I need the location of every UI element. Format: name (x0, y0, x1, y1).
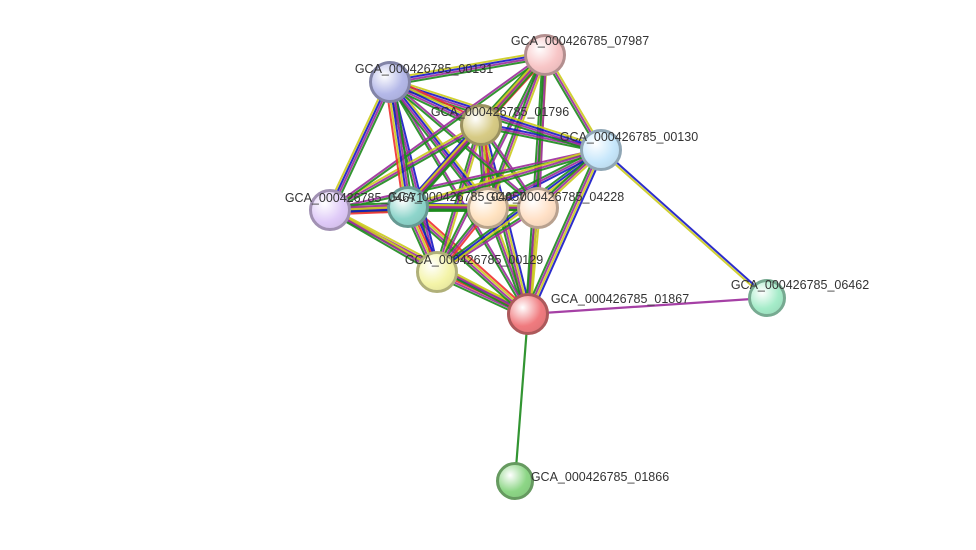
node-n_01867[interactable] (507, 293, 549, 335)
node-n_07987[interactable] (524, 34, 566, 76)
node-n_04057[interactable] (467, 187, 509, 229)
node-n_00131[interactable] (369, 61, 411, 103)
edges-layer (0, 0, 976, 550)
network-graph: GCA_000426785_01867GCA_000426785_00129GC… (0, 0, 976, 550)
node-n_04671[interactable] (309, 189, 351, 231)
edge (600, 151, 766, 299)
node-n_00130[interactable] (580, 129, 622, 171)
edge (515, 314, 528, 481)
node-n_00129[interactable] (416, 251, 458, 293)
node-n_046xx[interactable] (387, 186, 429, 228)
node-n_01866[interactable] (496, 462, 534, 500)
edge (528, 298, 767, 314)
node-n_01796[interactable] (460, 104, 502, 146)
node-n_06462[interactable] (748, 279, 786, 317)
node-n_04228[interactable] (517, 187, 559, 229)
edge (602, 149, 768, 297)
